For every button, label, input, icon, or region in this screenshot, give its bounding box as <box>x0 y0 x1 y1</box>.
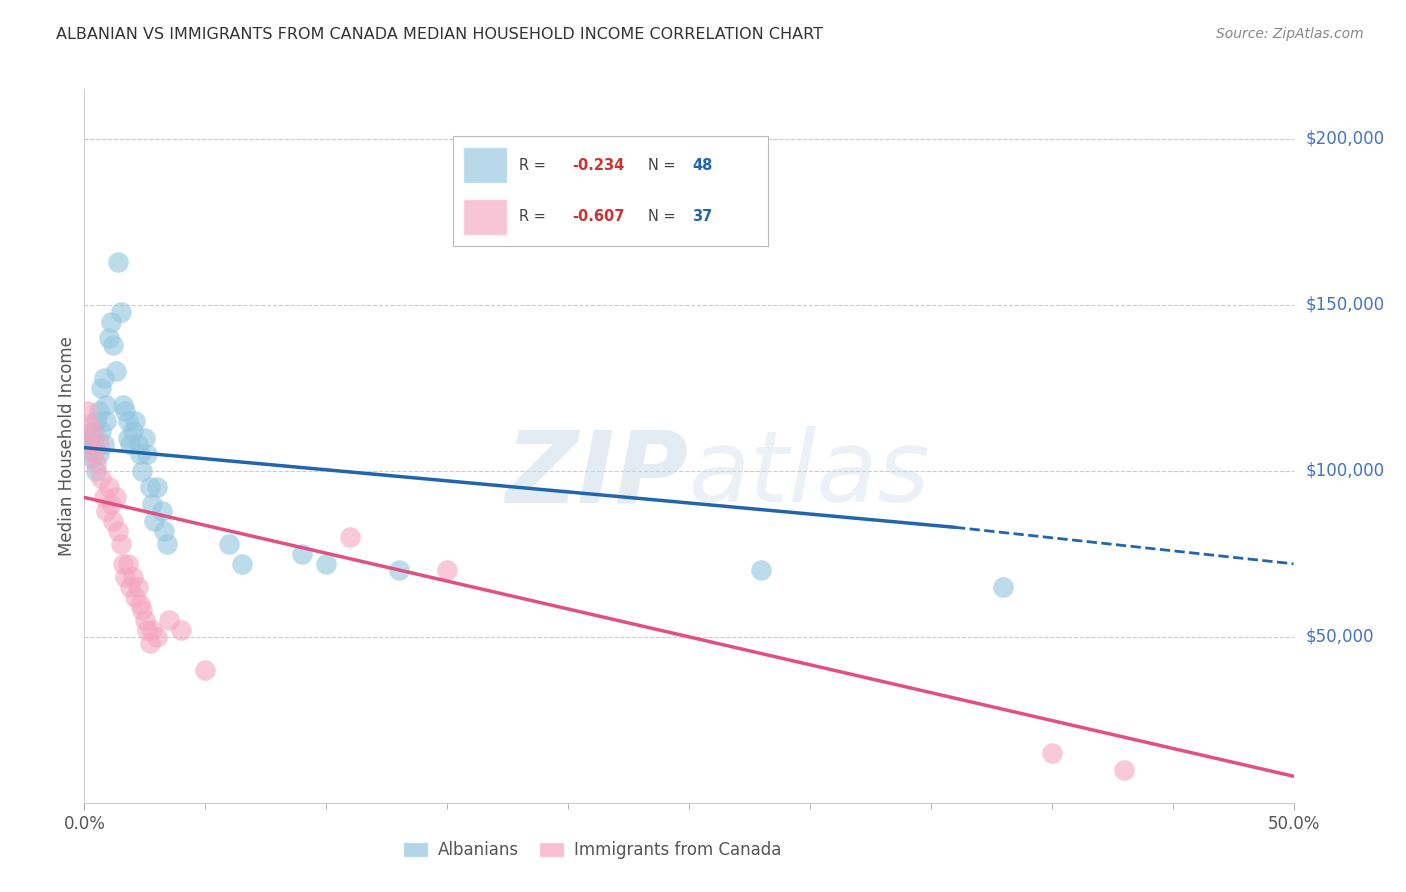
Point <box>86 457 108 471</box>
Point <box>131 464 153 478</box>
Point <box>127 437 149 451</box>
Point <box>103 514 125 528</box>
Point <box>138 636 160 650</box>
Point <box>751 564 773 578</box>
Point <box>112 557 135 571</box>
Point <box>231 557 253 571</box>
Legend: Albanians, Immigrants from Canada: Albanians, Immigrants from Canada <box>396 835 789 866</box>
Point <box>83 437 105 451</box>
Point <box>87 437 110 451</box>
Point <box>86 464 108 478</box>
Point <box>143 514 166 528</box>
Point <box>94 397 117 411</box>
Point <box>90 424 112 438</box>
Point <box>436 564 458 578</box>
Point <box>77 417 100 432</box>
Point <box>291 547 314 561</box>
Point <box>86 414 108 428</box>
Point <box>114 404 136 418</box>
Point <box>103 338 125 352</box>
Point <box>339 530 361 544</box>
Point <box>157 613 180 627</box>
Point <box>146 481 169 495</box>
Point <box>120 437 142 451</box>
Point <box>194 663 217 677</box>
Point <box>104 491 127 505</box>
Text: atlas: atlas <box>689 426 931 523</box>
Text: Source: ZipAtlas.com: Source: ZipAtlas.com <box>1216 27 1364 41</box>
Point <box>93 371 115 385</box>
Point <box>97 481 120 495</box>
Point <box>77 437 100 451</box>
Point <box>134 431 156 445</box>
Point <box>87 447 110 461</box>
Point <box>117 414 139 428</box>
Point <box>124 414 146 428</box>
Point <box>993 580 1015 594</box>
Point <box>1040 746 1063 760</box>
Point <box>129 597 152 611</box>
Point <box>76 404 98 418</box>
Y-axis label: Median Household Income: Median Household Income <box>58 336 76 556</box>
Text: $150,000: $150,000 <box>1306 296 1385 314</box>
Text: $100,000: $100,000 <box>1306 462 1385 480</box>
Point <box>136 624 159 638</box>
Point <box>127 580 149 594</box>
Point <box>150 504 173 518</box>
Point <box>117 557 139 571</box>
Point <box>80 450 103 465</box>
Point <box>131 603 153 617</box>
Point <box>107 524 129 538</box>
Point <box>121 424 143 438</box>
Point <box>121 570 143 584</box>
Text: ZIP: ZIP <box>506 426 689 523</box>
Point <box>134 613 156 627</box>
Point <box>117 431 139 445</box>
Point <box>110 304 132 318</box>
Point <box>87 404 110 418</box>
Point <box>218 537 240 551</box>
Point <box>100 497 122 511</box>
Point <box>107 254 129 268</box>
Point <box>93 491 115 505</box>
Point <box>97 331 120 345</box>
Point <box>170 624 193 638</box>
Point <box>136 447 159 461</box>
Point <box>80 444 103 458</box>
Point <box>76 431 98 445</box>
Point <box>388 564 411 578</box>
Point <box>129 447 152 461</box>
Text: $50,000: $50,000 <box>1306 628 1374 646</box>
Point <box>124 590 146 604</box>
Point <box>83 424 105 438</box>
Point <box>94 504 117 518</box>
Point <box>100 314 122 328</box>
Point <box>153 524 176 538</box>
Point <box>104 364 127 378</box>
Point <box>80 424 103 438</box>
Point <box>90 381 112 395</box>
Text: ALBANIAN VS IMMIGRANTS FROM CANADA MEDIAN HOUSEHOLD INCOME CORRELATION CHART: ALBANIAN VS IMMIGRANTS FROM CANADA MEDIA… <box>56 27 824 42</box>
Point <box>315 557 337 571</box>
Point <box>138 481 160 495</box>
Point <box>120 580 142 594</box>
Point <box>77 437 100 451</box>
Point <box>155 537 177 551</box>
Point <box>90 470 112 484</box>
Point <box>141 497 163 511</box>
Point <box>141 624 163 638</box>
Point <box>83 447 105 461</box>
Text: $200,000: $200,000 <box>1306 130 1385 148</box>
Point <box>112 397 135 411</box>
Point <box>93 437 115 451</box>
Point <box>94 414 117 428</box>
Point <box>110 537 132 551</box>
Point <box>114 570 136 584</box>
Point <box>1114 763 1136 777</box>
Point <box>146 630 169 644</box>
